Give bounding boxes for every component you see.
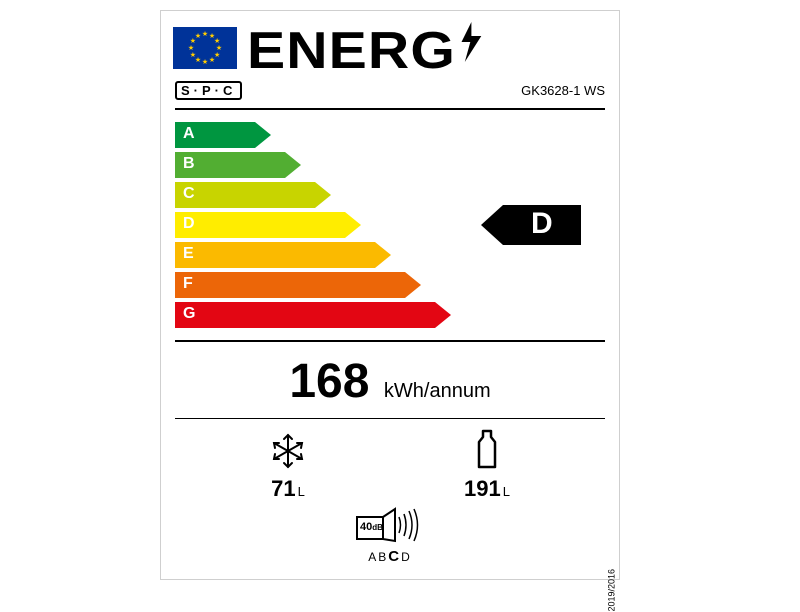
- scale-row-a: A: [175, 122, 271, 148]
- scale-row-c: C: [175, 182, 331, 208]
- freezer-value-row: 71L: [271, 478, 305, 501]
- energy-label: ★★★★★★★★★★★★ ENERG S·P·C GK3628-1 WS D A…: [160, 10, 620, 580]
- bolt-icon: [458, 19, 484, 71]
- compartments-row: 71L 191L: [161, 419, 619, 503]
- class-indicator: D: [481, 205, 581, 245]
- snowflake-icon: [270, 433, 306, 474]
- class-indicator-letter: D: [531, 207, 553, 241]
- scale-row-e: E: [175, 242, 391, 268]
- efficiency-scale: D ABCDEFG: [161, 110, 619, 340]
- bottle-icon: [476, 429, 498, 474]
- noise-class-scale: ABCD: [368, 548, 412, 565]
- model-number: GK3628-1 WS: [521, 83, 605, 98]
- fridge-volume: 191: [464, 476, 501, 501]
- scale-row-g: G: [175, 302, 451, 328]
- regulation-number: 2019/2016: [607, 569, 617, 612]
- freezer-unit: L: [298, 484, 305, 499]
- speaker-icon: 40dB: [355, 507, 425, 548]
- svg-text:40dB: 40dB: [360, 521, 383, 533]
- supplier-row: S·P·C GK3628-1 WS: [161, 81, 619, 102]
- energy-title: ENERG: [247, 19, 485, 77]
- freezer-column: 71L: [270, 433, 306, 501]
- fridge-value-row: 191L: [464, 478, 510, 501]
- annual-consumption: 168 kWh/annum: [161, 342, 619, 418]
- header: ★★★★★★★★★★★★ ENERG: [161, 11, 619, 81]
- consumption-value: 168: [289, 358, 369, 406]
- eu-flag-icon: ★★★★★★★★★★★★: [173, 27, 237, 69]
- energy-title-text: ENERG: [247, 22, 456, 80]
- chevron-left-icon: [481, 205, 503, 245]
- consumption-unit: kWh/annum: [384, 380, 491, 403]
- scale-row-f: F: [175, 272, 421, 298]
- brand-box: S·P·C: [175, 81, 242, 100]
- fridge-column: 191L: [464, 429, 510, 501]
- scale-row-b: B: [175, 152, 301, 178]
- fridge-unit: L: [503, 484, 510, 499]
- scale-row-d: D: [175, 212, 361, 238]
- freezer-volume: 71: [271, 476, 295, 501]
- noise-row: 40dB ABCD: [161, 503, 619, 565]
